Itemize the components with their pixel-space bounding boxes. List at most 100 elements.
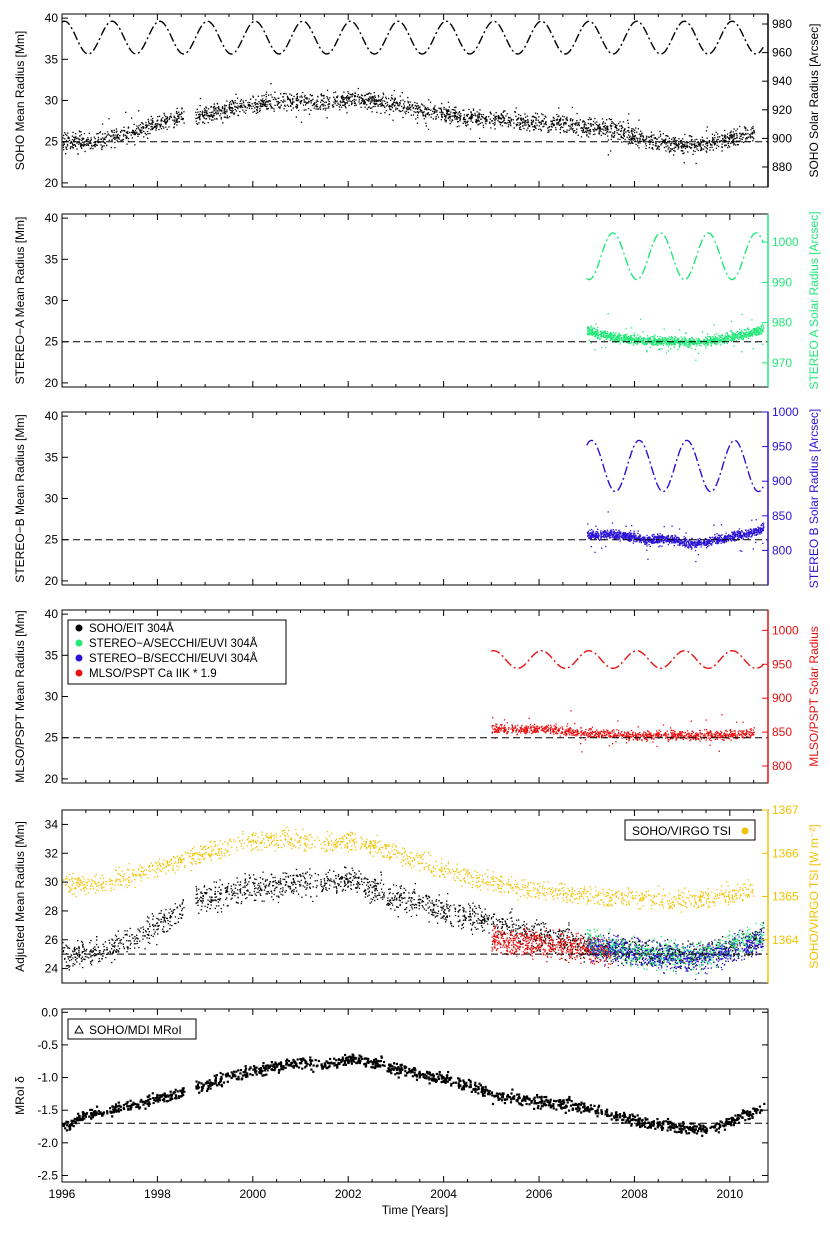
data-point [734, 531, 736, 533]
data-point [296, 97, 298, 100]
data-point [705, 342, 708, 344]
data-point [658, 348, 660, 351]
data-point [542, 114, 544, 116]
data-point [648, 544, 650, 546]
data-point [673, 541, 675, 543]
data-point [652, 144, 654, 146]
data-point [590, 118, 592, 120]
data-point [628, 339, 630, 342]
data-point [748, 333, 750, 336]
data-point [302, 91, 304, 94]
data-point [540, 123, 542, 125]
data-point [679, 344, 681, 346]
data-point [745, 129, 747, 131]
data-point [127, 132, 129, 134]
data-point [444, 120, 446, 122]
data-point [739, 333, 742, 336]
data-point [386, 101, 388, 103]
data-point [235, 93, 237, 95]
data-point [626, 339, 628, 341]
data-point [759, 330, 761, 332]
data-point [589, 133, 591, 135]
data-point [590, 334, 592, 336]
data-point [277, 97, 279, 99]
data-point [620, 124, 623, 127]
data-point [642, 337, 644, 339]
data-point [244, 106, 247, 108]
data-point [524, 113, 526, 115]
data-point [151, 118, 154, 120]
data-point [545, 121, 547, 123]
data-point [681, 150, 683, 152]
data-point [752, 127, 754, 130]
data-point [632, 137, 634, 139]
data-point [169, 116, 171, 118]
data-point [653, 134, 655, 136]
data-point [63, 149, 65, 151]
data-point [673, 138, 675, 141]
data-point [593, 533, 595, 535]
data-point [391, 97, 393, 100]
data-point [656, 541, 658, 544]
data-point [176, 107, 178, 110]
data-point [352, 94, 354, 96]
data-point [706, 151, 708, 153]
data-point [425, 116, 427, 118]
data-point [671, 542, 673, 544]
data-point [595, 536, 598, 538]
data-point [422, 115, 424, 117]
data-point [434, 105, 436, 107]
data-point [678, 146, 680, 149]
data-point [127, 131, 129, 133]
data-point [146, 124, 148, 126]
data-point [660, 343, 662, 345]
data-point [370, 97, 372, 99]
data-point [102, 140, 104, 142]
data-point [199, 105, 201, 107]
data-point [692, 342, 694, 344]
data-point [724, 129, 726, 132]
data-point [747, 337, 749, 340]
data-point [633, 337, 635, 339]
data-point [602, 332, 604, 335]
data-point [688, 339, 690, 341]
data-point [327, 104, 329, 106]
data-point [353, 100, 356, 103]
data-point [713, 144, 716, 146]
data-point [706, 142, 708, 144]
data-point [729, 132, 731, 134]
data-point [602, 133, 605, 135]
data-point [531, 116, 533, 118]
data-point [720, 534, 723, 536]
data-point [636, 343, 638, 346]
data-point [732, 337, 735, 339]
data-point [175, 119, 178, 122]
data-point [518, 117, 520, 119]
data-point [721, 338, 723, 340]
data-point [686, 340, 688, 342]
data-point [694, 545, 696, 547]
data-point [600, 128, 602, 130]
data-point [597, 331, 599, 333]
data-point [100, 144, 102, 146]
data-point [683, 162, 685, 164]
data-point [747, 335, 749, 338]
data-point [752, 136, 754, 139]
data-point [628, 531, 630, 534]
data-point [753, 332, 755, 334]
data-point [225, 105, 228, 107]
data-point [724, 338, 727, 340]
data-point [71, 146, 74, 148]
data-point [460, 113, 462, 115]
data-point [613, 339, 616, 341]
data-point [709, 342, 711, 344]
y-tick-label: 30 [45, 294, 59, 308]
data-point [720, 524, 723, 526]
data-point [637, 532, 639, 535]
data-point [742, 338, 744, 340]
data-point [347, 92, 350, 95]
data-point [305, 102, 308, 104]
data-point [342, 98, 344, 101]
data-point [747, 133, 749, 135]
data-point [759, 327, 761, 330]
